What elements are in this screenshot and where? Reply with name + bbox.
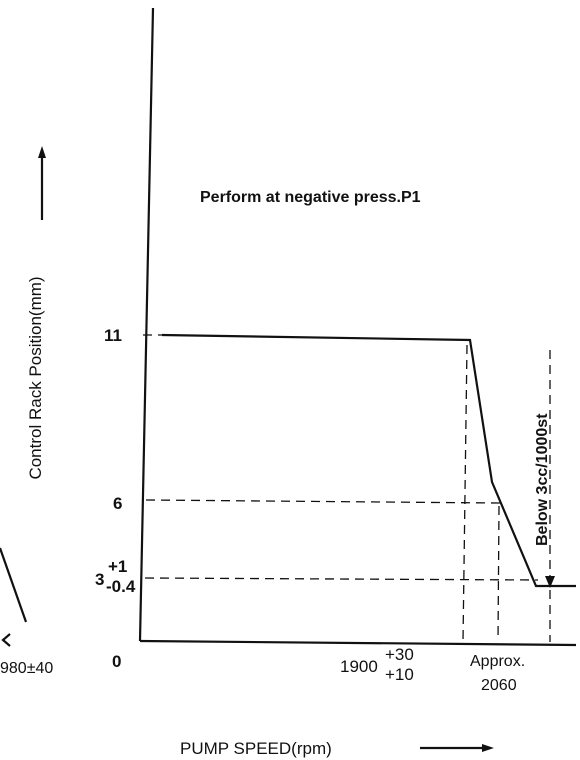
y-label: 6 — [113, 494, 122, 513]
guide-line — [145, 499, 501, 504]
guide-line — [144, 577, 539, 581]
guide-line — [497, 505, 500, 642]
arrow-head — [38, 146, 46, 158]
partial-line — [0, 547, 28, 623]
partial-arrow — [1, 633, 11, 647]
y-axis-title: Control Rack Position(mm) — [26, 276, 45, 479]
x-label: 2060 — [481, 677, 517, 694]
y-axis — [138, 7, 155, 642]
arrow-head — [482, 744, 494, 752]
y-label-tolerance: -0.4 — [106, 577, 136, 596]
y-label: 0 — [112, 652, 121, 671]
x-label-tolerance: +30 — [385, 645, 414, 664]
arrow-head — [545, 576, 555, 588]
x-label: Approx. — [470, 653, 525, 670]
y-label: 3 — [95, 570, 104, 589]
annotation: Perform at negative press.P1 — [200, 189, 421, 206]
x-label: 1900 — [340, 657, 378, 676]
y-label: 11 — [104, 326, 122, 345]
guide-line — [462, 344, 468, 642]
x-axis — [139, 639, 577, 647]
x-axis-title: PUMP SPEED(rpm) — [180, 739, 332, 758]
y-label-tolerance: +1 — [108, 557, 127, 576]
side-note: Below 3cc/1000st — [534, 413, 551, 546]
x-label-tolerance: +10 — [385, 665, 414, 684]
x-label: 980±40 — [0, 660, 53, 677]
curve — [161, 333, 576, 588]
